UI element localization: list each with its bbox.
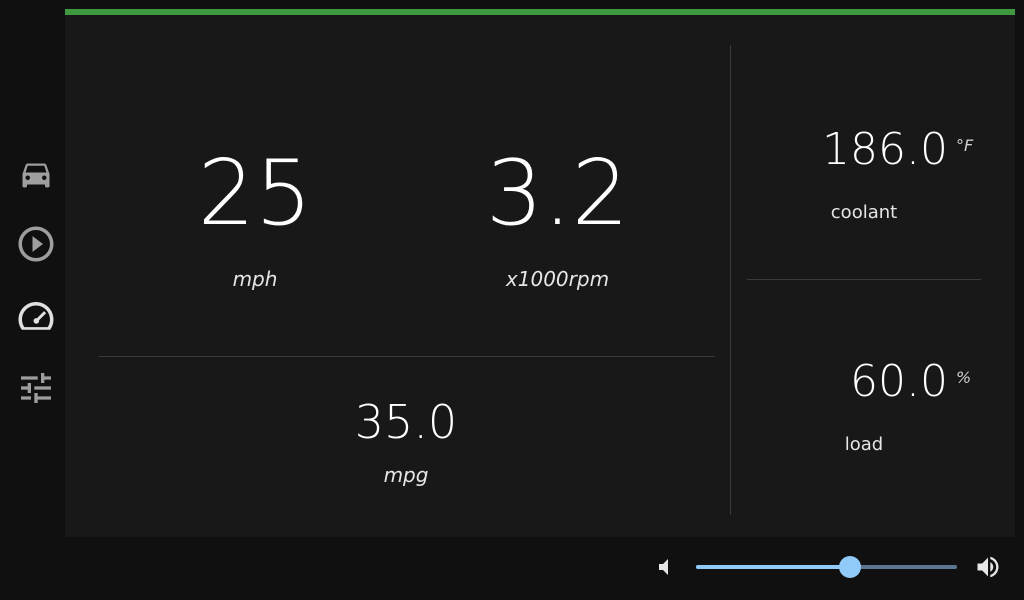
volume-low-icon[interactable] [650, 555, 678, 579]
play-circle-icon [15, 223, 57, 265]
volume-slider-thumb[interactable] [838, 556, 861, 578]
rpm-unit: x1000rpm [505, 267, 610, 291]
accent-bar [65, 9, 1015, 15]
economy-unit: mpg [383, 463, 429, 487]
speedometer-icon [15, 295, 57, 337]
tune-sliders-icon [16, 368, 56, 408]
sidebar-item-media[interactable] [14, 222, 58, 266]
car-icon [16, 156, 56, 192]
coolant-value: 186.0 [822, 124, 948, 175]
volume-control [650, 547, 1010, 587]
divider [730, 45, 731, 515]
economy-value: 35.0 [354, 395, 458, 449]
load-unit: % [955, 368, 972, 387]
load-value: 60.0 [850, 356, 948, 407]
coolant-readout: 186.0 °F [822, 128, 973, 172]
gauge-panel: 25 mph 3.2 x1000rpm 35.0 mpg 186.0 °F coo… [65, 9, 1015, 537]
divider [747, 279, 981, 280]
load-readout: 60.0% [850, 360, 971, 404]
volume-slider-track[interactable] [696, 556, 957, 578]
volume-slider-fill [696, 565, 850, 569]
rpm-value: 3.2 [485, 141, 630, 246]
coolant-label: coolant [830, 202, 898, 223]
volume-high-icon[interactable] [974, 555, 1002, 579]
sidebar-item-dashboard[interactable] [14, 294, 58, 338]
load-label: load [844, 434, 884, 455]
sidebar-item-settings[interactable] [14, 366, 58, 410]
speed-unit: mph [232, 267, 278, 291]
coolant-unit: °F [955, 136, 974, 155]
sidebar [0, 0, 65, 600]
sidebar-item-vehicle[interactable] [14, 152, 58, 196]
speed-value: 25 [197, 141, 313, 246]
divider [99, 356, 715, 357]
